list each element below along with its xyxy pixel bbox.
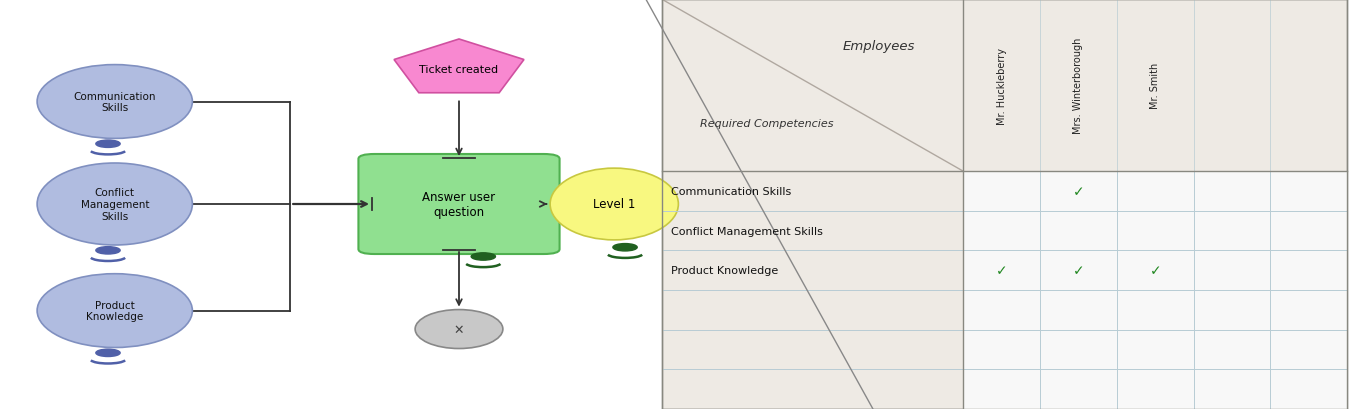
Circle shape	[96, 141, 120, 148]
Text: Mr. Smith: Mr. Smith	[1150, 63, 1160, 109]
Text: Mrs. Winterborough: Mrs. Winterborough	[1073, 38, 1084, 134]
Text: Communication
Skills: Communication Skills	[73, 92, 157, 113]
Text: Required Competencies: Required Competencies	[701, 119, 834, 129]
Text: Communication Skills: Communication Skills	[671, 187, 791, 197]
Ellipse shape	[416, 310, 502, 348]
Text: Ticket created: Ticket created	[420, 65, 498, 74]
Text: ✓: ✓	[1073, 184, 1084, 198]
Circle shape	[96, 247, 120, 254]
Text: Answer user
question: Answer user question	[423, 191, 495, 218]
Text: ✓: ✓	[996, 264, 1007, 278]
Ellipse shape	[551, 169, 678, 240]
Text: Level 1: Level 1	[593, 198, 636, 211]
Ellipse shape	[38, 274, 192, 348]
Text: Product Knowledge: Product Knowledge	[671, 265, 778, 276]
Bar	[964, 172, 1347, 409]
Ellipse shape	[38, 65, 192, 139]
Circle shape	[471, 253, 495, 261]
FancyBboxPatch shape	[359, 155, 559, 254]
Circle shape	[613, 244, 637, 251]
Text: Product
Knowledge: Product Knowledge	[86, 300, 143, 321]
Ellipse shape	[38, 164, 192, 245]
Text: ✕: ✕	[454, 323, 464, 336]
Text: Conflict Management Skills: Conflict Management Skills	[671, 226, 824, 236]
Text: Mr. Huckleberry: Mr. Huckleberry	[996, 47, 1007, 124]
Polygon shape	[394, 40, 524, 94]
Text: Conflict
Management
Skills: Conflict Management Skills	[81, 188, 148, 221]
Text: ✓: ✓	[1073, 264, 1084, 278]
Text: ✓: ✓	[1149, 264, 1161, 278]
Text: Employees: Employees	[842, 40, 915, 53]
Circle shape	[96, 349, 120, 357]
Bar	[662, 0, 1347, 409]
